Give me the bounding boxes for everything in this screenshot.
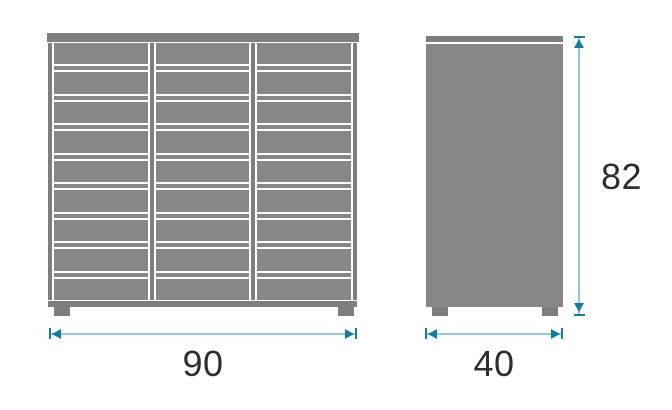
side-top-panel [426, 36, 563, 42]
drawer-gap-strip [54, 213, 148, 218]
arrow-up-icon [574, 39, 584, 48]
drawer-gap-strip [155, 125, 250, 130]
drawer-gap-strip [257, 243, 352, 248]
drawer-front-panel [257, 249, 352, 271]
arrow-left-icon [428, 329, 437, 339]
drawer-gap-strip [155, 243, 250, 248]
drawer-gap-strip [257, 95, 352, 100]
drawer-gap-strip [257, 272, 352, 277]
drawer-front-panel [54, 160, 148, 183]
drawer-gap-strip [54, 243, 148, 248]
drawer-front-panel [257, 72, 352, 94]
drawer-front-panel [155, 72, 250, 94]
drawer-column [54, 43, 148, 300]
side-right-foot [542, 307, 558, 316]
front-right-foot [338, 307, 354, 316]
drawer-front-panel [257, 43, 352, 65]
drawer-front-panel [155, 131, 250, 153]
depth-dim-right-tick [561, 328, 563, 339]
drawer-gap-strip [54, 154, 148, 159]
column-divider [149, 43, 154, 300]
side-left-foot [432, 307, 448, 316]
front-body [48, 43, 358, 300]
drawer-column [257, 43, 352, 300]
arrow-left-icon [52, 329, 61, 339]
height-dimension-line [578, 37, 580, 314]
arrow-down-icon [574, 303, 584, 312]
width-dim-left-tick [49, 328, 51, 339]
drawer-gap-strip [155, 154, 250, 159]
depth-dim-left-tick [425, 328, 427, 339]
drawer-front-panel [155, 219, 250, 242]
drawer-gap-strip [257, 125, 352, 130]
height-dim-bottom-tick [574, 314, 585, 316]
drawer-front-panel [257, 278, 352, 300]
drawer-front-panel [257, 219, 352, 242]
drawer-gap-strip [257, 66, 352, 71]
drawer-front-panel [155, 190, 250, 212]
drawer-front-panel [257, 101, 352, 124]
drawer-front-panel [54, 278, 148, 300]
drawer-gap-strip [155, 213, 250, 218]
drawer-front-panel [54, 219, 148, 242]
drawer-front-panel [155, 43, 250, 65]
height-dimension-label: 82 [601, 156, 643, 197]
drawer-gap-strip [155, 66, 250, 71]
drawer-gap-strip [54, 184, 148, 189]
drawer-front-panel [54, 190, 148, 212]
front-left-foot [54, 307, 70, 316]
drawer-front-panel [155, 160, 250, 183]
cabinet-left-frame [48, 43, 52, 300]
height-dim-top-tick [574, 36, 585, 38]
drawer-front-panel [54, 101, 148, 124]
side-body-panel [426, 44, 563, 307]
arrow-right-icon [551, 329, 560, 339]
drawer-gap-strip [54, 272, 148, 277]
drawer-gap-strip [155, 184, 250, 189]
drawer-front-panel [54, 131, 148, 153]
drawer-front-panel [54, 249, 148, 271]
drawer-gap-strip [257, 213, 352, 218]
arrow-right-icon [345, 329, 354, 339]
depth-dimension-label: 40 [473, 343, 515, 384]
drawer-gap-strip [54, 125, 148, 130]
column-divider [251, 43, 256, 300]
width-dim-right-tick [355, 328, 357, 339]
cabinet-right-frame [353, 43, 358, 300]
drawer-front-panel [54, 43, 148, 65]
front-bottom-rail [48, 301, 357, 307]
drawer-column [155, 43, 250, 300]
drawer-front-panel [155, 249, 250, 271]
drawer-gap-strip [54, 95, 148, 100]
drawer-gap-strip [155, 95, 250, 100]
drawer-front-panel [257, 160, 352, 183]
drawer-gap-strip [54, 66, 148, 71]
drawer-front-panel [155, 101, 250, 124]
drawer-gap-strip [155, 272, 250, 277]
width-dimension-label: 90 [182, 343, 224, 384]
width-dimension-line [49, 333, 357, 335]
drawer-front-panel [155, 278, 250, 300]
front-top-panel [47, 33, 359, 42]
depth-dimension-line [426, 333, 563, 335]
drawer-front-panel [54, 72, 148, 94]
drawer-front-panel [257, 131, 352, 153]
drawer-gap-strip [257, 154, 352, 159]
drawer-gap-strip [257, 184, 352, 189]
drawer-front-panel [257, 190, 352, 212]
